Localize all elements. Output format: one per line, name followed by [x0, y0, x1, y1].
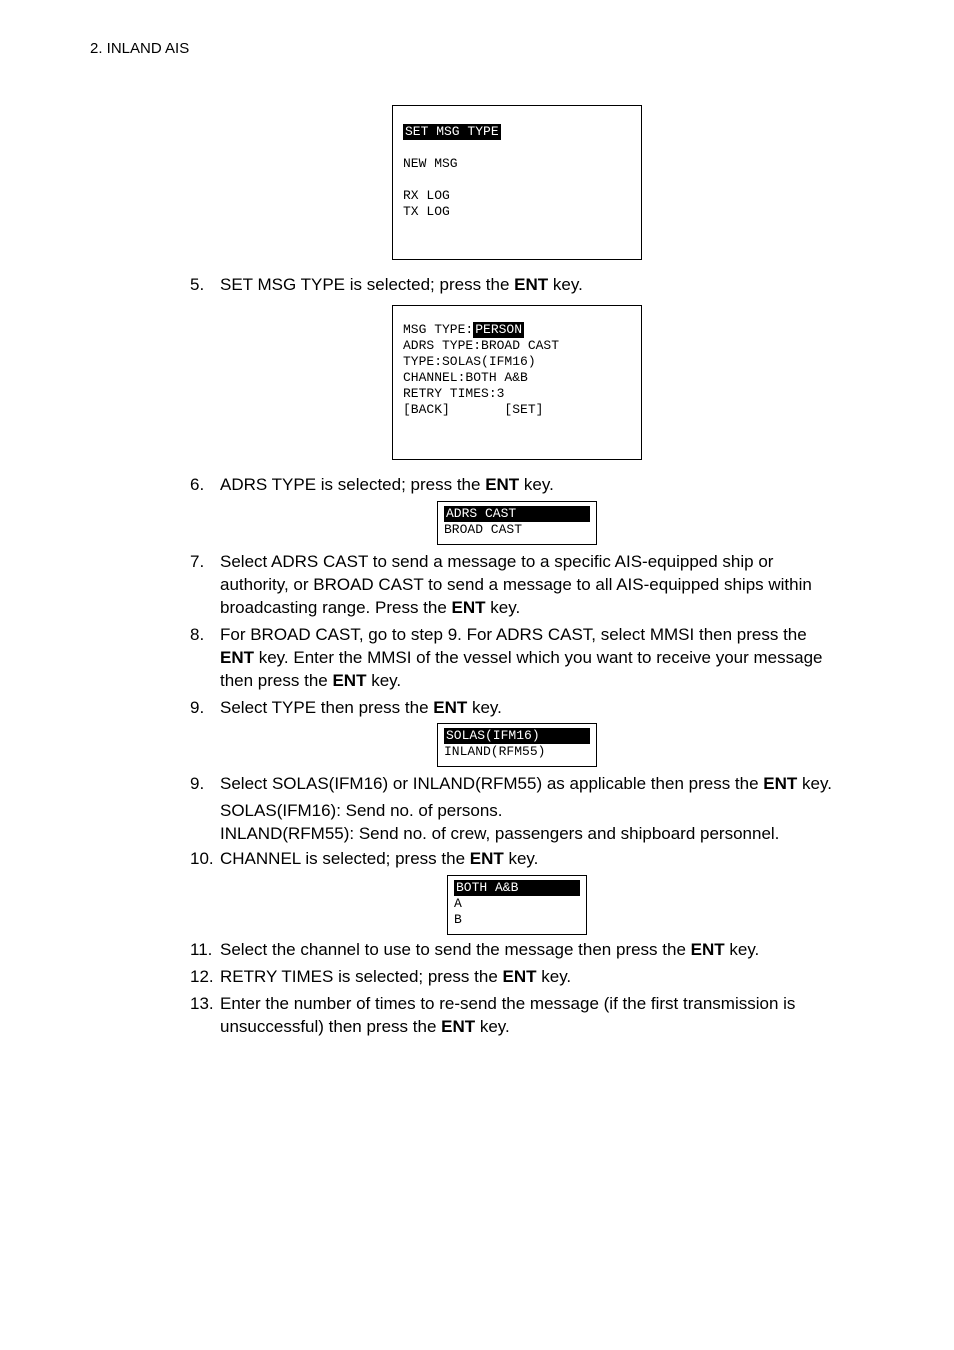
screen-selected-row: SET MSG TYPE	[403, 124, 501, 140]
content: SET MSG TYPE NEW MSG RX LOG TX LOG 5. SE…	[90, 105, 864, 1039]
step-list: 5. SET MSG TYPE is selected; press the E…	[190, 274, 844, 297]
screen-row: MSG TYPE:PERSON	[403, 322, 631, 338]
screen-text: ADRS TYPE:BROAD CAST TYPE:SOLAS(IFM16) C…	[403, 338, 631, 418]
step-number: 7.	[190, 551, 220, 620]
screen-row: BROAD CAST	[444, 522, 590, 538]
screen-selected-row: BOTH A&B	[454, 880, 580, 896]
step-body: CHANNEL is selected; press the ENT key.	[220, 848, 844, 871]
step-number: 9.	[190, 773, 220, 796]
step-9: 9. Select TYPE then press the ENT key.	[190, 697, 844, 720]
step-12: 12. RETRY TIMES is selected; press the E…	[190, 966, 844, 989]
step-body: For BROAD CAST, go to step 9. For ADRS C…	[220, 624, 844, 693]
screen-box: SET MSG TYPE NEW MSG RX LOG TX LOG	[392, 105, 642, 260]
screen-box: BOTH A&B A B	[447, 875, 587, 935]
step-body: ADRS TYPE is selected; press the ENT key…	[220, 474, 844, 497]
step-body: RETRY TIMES is selected; press the ENT k…	[220, 966, 844, 989]
step-body: Select the channel to use to send the me…	[220, 939, 844, 962]
step-list: 6. ADRS TYPE is selected; press the ENT …	[190, 474, 844, 497]
screen-text: NEW MSG RX LOG TX LOG	[403, 140, 631, 220]
screen-row: INLAND(RFM55)	[444, 744, 590, 760]
figure-screen-3: ADRS CAST BROAD CAST	[190, 501, 844, 545]
step-list: 7. Select ADRS CAST to send a message to…	[190, 551, 844, 720]
step-5: 5. SET MSG TYPE is selected; press the E…	[190, 274, 844, 297]
figure-screen-4: SOLAS(IFM16) INLAND(RFM55)	[190, 723, 844, 767]
screen-row: A	[454, 896, 580, 912]
page: 2. INLAND AIS SET MSG TYPE NEW MSG RX LO…	[0, 0, 954, 1039]
screen-selected-row: SOLAS(IFM16)	[444, 728, 590, 744]
step-list: 11. Select the channel to use to send th…	[190, 939, 844, 1039]
note-inland: INLAND(RFM55): Send no. of crew, passeng…	[190, 823, 844, 846]
screen-selected-row: ADRS CAST	[444, 506, 590, 522]
step-9b: 9. Select SOLAS(IFM16) or INLAND(RFM55) …	[190, 773, 844, 796]
step-number: 9.	[190, 697, 220, 720]
screen-row: B	[454, 912, 580, 928]
figure-screen-5: BOTH A&B A B	[190, 875, 844, 935]
step-10: 10. CHANNEL is selected; press the ENT k…	[190, 848, 844, 871]
step-number: 10.	[190, 848, 220, 871]
step-number: 13.	[190, 993, 220, 1039]
step-number: 11.	[190, 939, 220, 962]
step-body: Select ADRS CAST to send a message to a …	[220, 551, 844, 620]
step-number: 8.	[190, 624, 220, 693]
step-body: Select TYPE then press the ENT key.	[220, 697, 844, 720]
step-body: Select SOLAS(IFM16) or INLAND(RFM55) as …	[220, 773, 844, 796]
step-8: 8. For BROAD CAST, go to step 9. For ADR…	[190, 624, 844, 693]
step-list: 9. Select SOLAS(IFM16) or INLAND(RFM55) …	[190, 773, 844, 796]
page-header: 2. INLAND AIS	[90, 40, 864, 57]
step-7: 7. Select ADRS CAST to send a message to…	[190, 551, 844, 620]
step-body: Enter the number of times to re-send the…	[220, 993, 844, 1039]
screen-box: SOLAS(IFM16) INLAND(RFM55)	[437, 723, 597, 767]
step-13: 13. Enter the number of times to re-send…	[190, 993, 844, 1039]
step-6: 6. ADRS TYPE is selected; press the ENT …	[190, 474, 844, 497]
screen-box: ADRS CAST BROAD CAST	[437, 501, 597, 545]
screen-box: MSG TYPE:PERSON ADRS TYPE:BROAD CAST TYP…	[392, 305, 642, 460]
step-body: SET MSG TYPE is selected; press the ENT …	[220, 274, 844, 297]
step-number: 6.	[190, 474, 220, 497]
step-11: 11. Select the channel to use to send th…	[190, 939, 844, 962]
figure-screen-2: MSG TYPE:PERSON ADRS TYPE:BROAD CAST TYP…	[190, 305, 844, 460]
step-list: 10. CHANNEL is selected; press the ENT k…	[190, 848, 844, 871]
screen-selected-row: PERSON	[473, 322, 524, 338]
note-solas: SOLAS(IFM16): Send no. of persons.	[190, 800, 844, 823]
figure-screen-1: SET MSG TYPE NEW MSG RX LOG TX LOG	[190, 105, 844, 260]
step-number: 12.	[190, 966, 220, 989]
step-number: 5.	[190, 274, 220, 297]
